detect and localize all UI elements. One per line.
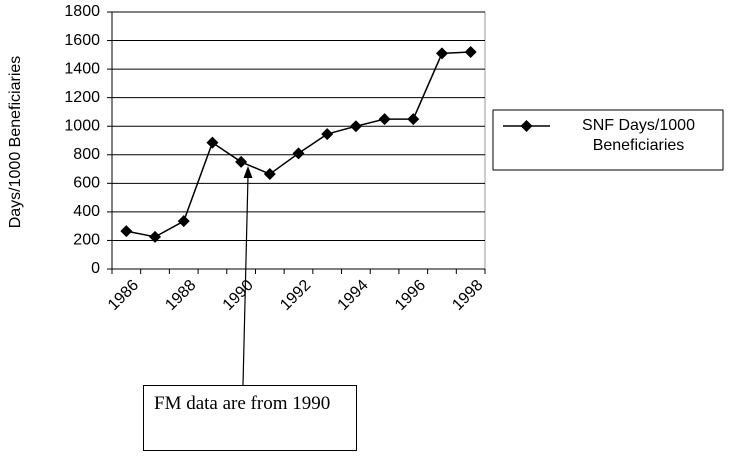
point bbox=[292, 147, 305, 160]
y-tick-label: 400 bbox=[73, 203, 100, 220]
point bbox=[263, 168, 276, 181]
point bbox=[435, 47, 448, 60]
y-tick-label: 1200 bbox=[64, 89, 100, 106]
x-tick-label: 1992 bbox=[277, 277, 314, 314]
y-tick-label: 0 bbox=[91, 260, 100, 277]
point bbox=[464, 45, 477, 58]
y-tick-label: 800 bbox=[73, 146, 100, 163]
y-tick-label: 600 bbox=[73, 175, 100, 192]
point bbox=[149, 230, 162, 243]
y-tick-label: 1000 bbox=[64, 117, 100, 134]
x-tick-label: 1990 bbox=[220, 277, 257, 314]
y-tick-label: 1800 bbox=[64, 3, 100, 20]
arrow-head bbox=[243, 166, 253, 178]
x-tick-label: 1996 bbox=[392, 277, 429, 314]
legend-marker bbox=[520, 120, 533, 132]
y-axis-label: Days/1000 Beneficiaries bbox=[7, 56, 24, 229]
x-tick-label: 1986 bbox=[105, 277, 142, 314]
point bbox=[378, 113, 391, 126]
y-tick-label: 200 bbox=[73, 232, 100, 249]
point bbox=[235, 155, 248, 168]
y-tick-label: 1600 bbox=[64, 32, 100, 49]
point bbox=[206, 136, 219, 149]
x-tick-label: 1994 bbox=[335, 277, 372, 314]
point bbox=[321, 128, 334, 141]
legend-box bbox=[492, 109, 724, 171]
legend-label: SNF Days/1000 Beneficiaries bbox=[582, 117, 695, 154]
point bbox=[349, 120, 362, 133]
point bbox=[407, 113, 420, 126]
y-tick-label: 1400 bbox=[64, 60, 100, 77]
annotation: FM data are from 1990 bbox=[143, 385, 357, 451]
point bbox=[120, 225, 133, 238]
x-tick-label: 1998 bbox=[449, 277, 486, 314]
annotation-arrow bbox=[242, 175, 249, 386]
point bbox=[177, 215, 190, 228]
x-tick-label: 1988 bbox=[162, 277, 199, 314]
series-line bbox=[126, 51, 471, 238]
